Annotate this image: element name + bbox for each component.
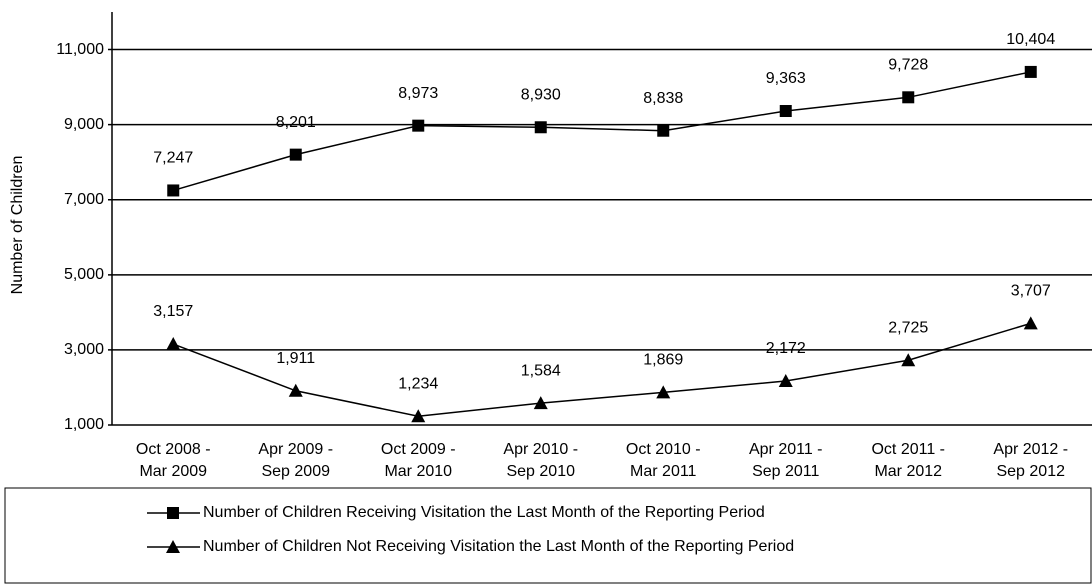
marker [166, 337, 181, 351]
data-label: 9,728 [888, 57, 928, 74]
marker [657, 124, 670, 137]
y-tick-label: 7,000 [64, 191, 104, 208]
marker [288, 383, 303, 397]
y-tick-label: 9,000 [64, 116, 104, 133]
data-label: 8,973 [398, 85, 438, 102]
y-tick-label: 1,000 [64, 416, 104, 433]
y-tick-label: 5,000 [64, 266, 104, 283]
data-label: 3,707 [1011, 283, 1051, 300]
data-label: 1,911 [276, 350, 315, 367]
data-label: 2,172 [766, 340, 806, 357]
series-line [173, 71, 1031, 192]
marker [902, 91, 915, 104]
marker [1023, 316, 1038, 330]
x-tick-label: Mar 2012 [874, 463, 942, 480]
x-tick-label: Sep 2010 [506, 463, 575, 480]
marker [166, 540, 180, 553]
data-label: 3,157 [153, 303, 193, 320]
data-label: 8,838 [643, 90, 683, 107]
data-label: 2,725 [888, 319, 928, 336]
marker [289, 148, 302, 161]
x-tick-label: Mar 2009 [139, 463, 207, 480]
x-tick-label: Sep 2009 [261, 463, 330, 480]
data-label: 7,247 [153, 150, 193, 167]
x-tick-label: Sep 2012 [996, 463, 1065, 480]
data-label: 1,584 [521, 362, 561, 379]
data-label: 9,363 [766, 70, 806, 87]
x-tick-label: Apr 2010 - [503, 441, 578, 458]
x-tick-label: Mar 2010 [384, 463, 452, 480]
x-tick-label: Oct 2011 - [871, 441, 945, 458]
x-tick-label: Apr 2011 - [749, 441, 823, 458]
marker [656, 385, 671, 399]
series-line [172, 322, 1031, 417]
x-tick-label: Oct 2009 - [381, 441, 456, 458]
data-label: 10,404 [1006, 31, 1055, 48]
x-tick-label: Apr 2009 - [258, 441, 333, 458]
data-label: 8,201 [276, 114, 316, 131]
y-axis-label: Number of Children [9, 156, 26, 295]
legend-box [4, 487, 1092, 584]
marker [778, 373, 793, 387]
marker [411, 409, 426, 423]
legend-label: Number of Children Not Receiving Visitat… [203, 538, 794, 555]
data-label: 1,234 [398, 375, 438, 392]
marker [533, 396, 548, 410]
y-tick-label: 3,000 [64, 341, 104, 358]
y-tick-label: 11,000 [56, 41, 104, 58]
x-tick-label: Oct 2010 - [626, 441, 701, 458]
marker [167, 184, 180, 197]
marker [167, 507, 179, 519]
marker [534, 121, 547, 134]
legend-label: Number of Children Receiving Visitation … [203, 504, 765, 521]
marker [901, 353, 916, 367]
x-tick-label: Oct 2008 - [136, 441, 211, 458]
x-tick-label: Apr 2012 - [993, 441, 1068, 458]
x-tick-label: Sep 2011 [752, 463, 819, 480]
x-tick-label: Mar 2011 [630, 463, 697, 480]
data-label: 8,930 [521, 86, 561, 103]
data-label: 1,869 [643, 352, 683, 369]
marker [412, 119, 425, 132]
marker [779, 105, 792, 118]
marker [1024, 65, 1037, 78]
